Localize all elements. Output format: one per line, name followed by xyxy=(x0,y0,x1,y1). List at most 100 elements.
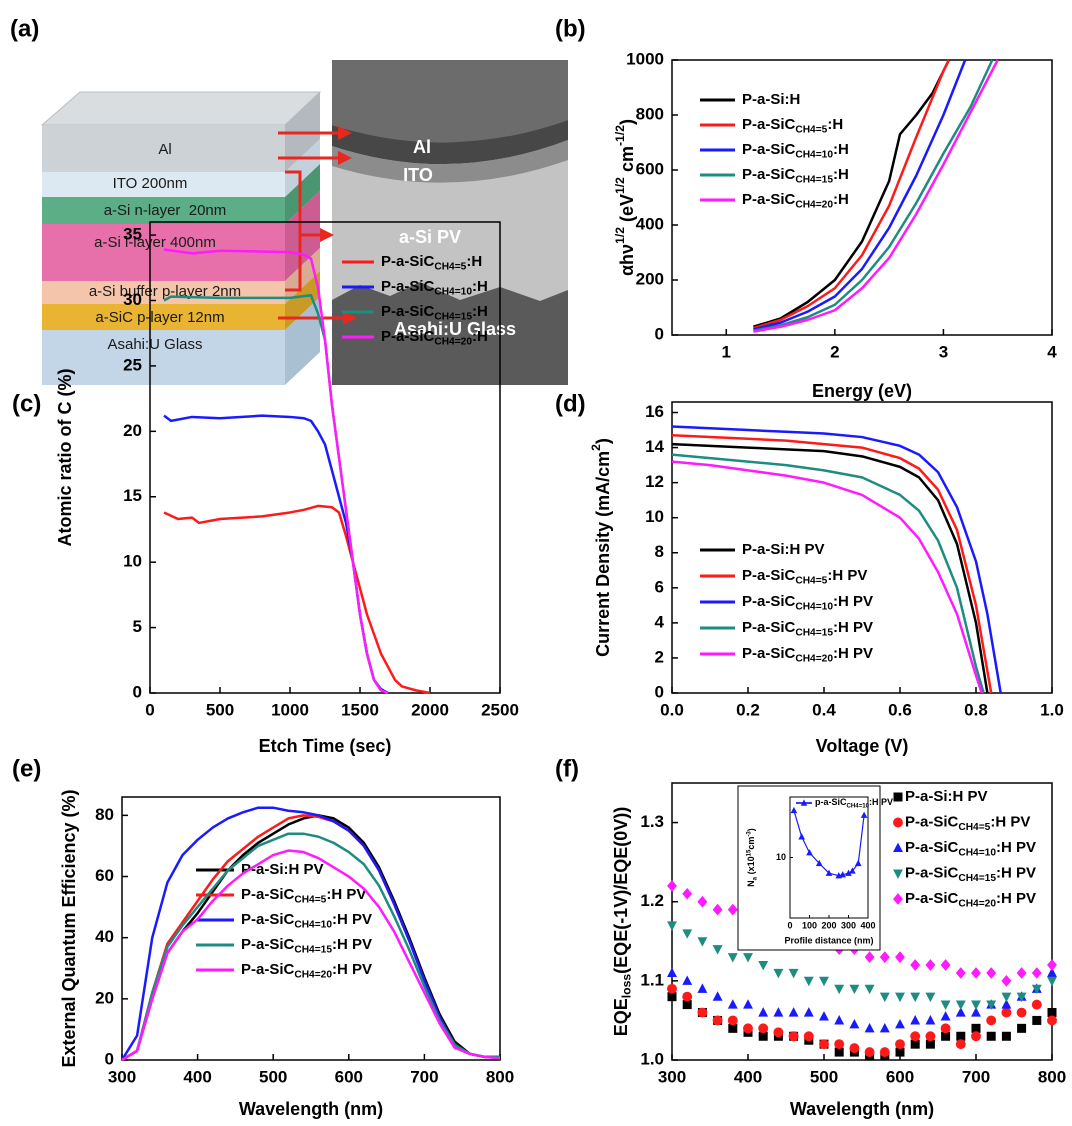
x-tick-label: 0.8 xyxy=(964,700,988,719)
layer-label: a-Si n-layer 20nm xyxy=(104,202,227,219)
marker xyxy=(910,1015,921,1025)
text-segment: a xyxy=(751,876,758,880)
marker xyxy=(895,951,905,963)
text-segment: :H xyxy=(472,303,488,320)
marker xyxy=(806,849,813,856)
x-tick-label: 0.6 xyxy=(888,700,912,719)
y-tick-label: 0 xyxy=(655,324,664,343)
marker xyxy=(1001,1007,1012,1018)
legend-marker xyxy=(893,869,903,879)
x-tick-label: 400 xyxy=(183,1067,211,1086)
text-segment: CH4=10 xyxy=(294,919,332,930)
marker xyxy=(925,1039,935,1049)
marker xyxy=(1047,967,1057,977)
text-segment: loss xyxy=(620,974,634,999)
tem-label: ITO xyxy=(403,165,433,185)
arrow-head xyxy=(338,151,352,165)
marker xyxy=(788,968,799,979)
marker xyxy=(895,1047,905,1057)
x-tick-label: 0 xyxy=(145,700,154,719)
marker xyxy=(986,1031,996,1041)
plot-frame xyxy=(671,59,1053,336)
marker xyxy=(910,1031,921,1042)
text-segment: P-a-SiC xyxy=(905,890,959,907)
marker xyxy=(790,806,798,814)
legend-marker xyxy=(893,792,903,802)
marker xyxy=(986,967,997,979)
x-tick-label: 700 xyxy=(410,1067,438,1086)
legend-label: P-a-SiCCH4=5:H xyxy=(381,253,482,272)
text-segment: :H PV xyxy=(332,936,372,953)
text-segment: CH4=10 xyxy=(434,286,472,297)
marker xyxy=(940,1000,951,1010)
marker xyxy=(1016,1007,1027,1018)
marker xyxy=(1047,976,1057,987)
y-tick-label: 1.0 xyxy=(640,1049,664,1068)
x-tick-label: 800 xyxy=(486,1067,514,1086)
y-tick-label: 20 xyxy=(123,421,142,440)
text-segment: :H xyxy=(833,166,849,183)
text-segment: P-a-SiC xyxy=(742,567,796,584)
y-tick-label: 4 xyxy=(655,612,665,631)
marker xyxy=(955,1007,966,1017)
text-segment: P-a-SiC xyxy=(381,328,435,345)
marker xyxy=(834,1047,844,1057)
y-tick-label: 6 xyxy=(655,577,664,596)
text-segment: CH4=5 xyxy=(795,575,827,586)
text-segment: :H PV xyxy=(833,619,873,636)
marker xyxy=(712,945,723,955)
text-segment: CH4=5 xyxy=(795,124,827,135)
marker xyxy=(1031,984,1042,995)
legend-label: P-a-SiCCH4=15:H xyxy=(381,303,488,322)
text-segment: :H PV xyxy=(332,911,372,928)
text-segment: EQE xyxy=(611,998,631,1036)
y-tick-label: 15 xyxy=(123,486,142,505)
y-tick-label: 60 xyxy=(95,866,114,885)
marker xyxy=(910,959,921,971)
series-line xyxy=(671,460,983,694)
text-segment: CH4=5 xyxy=(294,894,326,905)
legend-label: P-a-SiCCH4=20:H PV xyxy=(742,645,873,664)
y-axis-label: Atomic ratio of C (%) xyxy=(55,368,75,546)
x-tick-label: 2 xyxy=(830,342,839,361)
series-line xyxy=(753,59,950,328)
text-segment: 15 xyxy=(745,849,752,856)
arrow-head xyxy=(343,311,357,325)
marker xyxy=(864,951,875,963)
marker xyxy=(1032,1015,1042,1025)
marker xyxy=(728,1023,738,1033)
legend-label: P-a-SiCCH4=15:H PV xyxy=(742,619,873,638)
text-segment: P-a-SiC xyxy=(905,839,959,856)
text-segment: CH4=20 xyxy=(958,898,996,909)
y-axis-label: αhν1/2 (eV1/2 cm-1/2) xyxy=(613,119,637,276)
tem-top xyxy=(332,60,568,143)
text-segment: P-a-SiC xyxy=(742,619,796,636)
legend-label: P-a-Si:H PV xyxy=(905,788,988,805)
marker xyxy=(864,984,875,995)
legend-label: P-a-SiCCH4=20:H xyxy=(742,191,849,210)
marker xyxy=(1017,1023,1027,1033)
text-segment: :H xyxy=(466,253,482,270)
plot-frame xyxy=(149,221,501,694)
x-tick-label: 500 xyxy=(259,1067,287,1086)
marker xyxy=(682,991,693,1002)
marker xyxy=(697,1007,708,1018)
marker xyxy=(986,1000,997,1010)
x-tick-label: 1 xyxy=(722,342,731,361)
legend-marker xyxy=(893,893,903,905)
y-tick-label: 10 xyxy=(645,507,664,526)
x-tick-label: 0.4 xyxy=(812,700,836,719)
marker xyxy=(773,1027,784,1038)
marker xyxy=(758,1007,769,1017)
marker xyxy=(971,1007,981,1017)
marker xyxy=(940,959,951,971)
text-segment: CH4=10 xyxy=(795,149,833,160)
text-segment: 1/2 xyxy=(613,227,627,244)
marker xyxy=(798,833,805,840)
marker xyxy=(940,1011,951,1021)
text-segment: CH4=10 xyxy=(847,802,870,809)
arrow-head xyxy=(338,126,352,140)
marker xyxy=(803,1007,814,1017)
text-segment: -3 xyxy=(745,831,752,837)
text-segment: :H PV xyxy=(990,813,1030,830)
